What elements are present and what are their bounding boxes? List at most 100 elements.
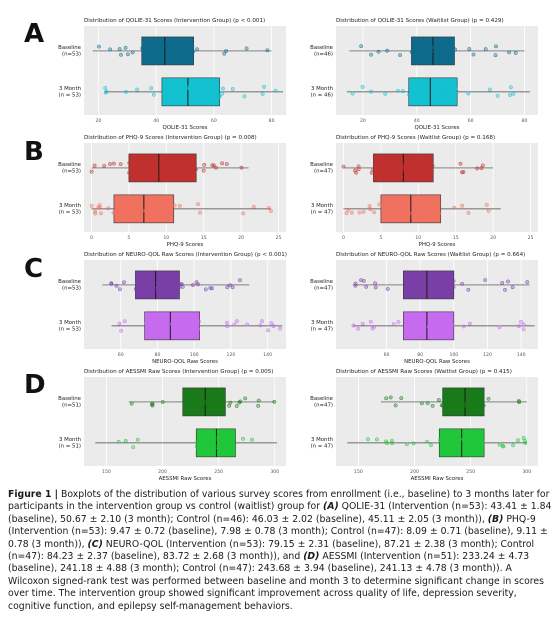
chart-1-data-point — [180, 94, 185, 99]
chart-5-data-point — [135, 281, 140, 286]
chart-2-data-point — [360, 84, 365, 89]
chart-8-data-point — [521, 436, 526, 440]
chart-7-data-point — [203, 437, 208, 442]
chart-2-data-point — [432, 87, 437, 92]
chart-5-data-point — [171, 327, 176, 332]
chart-1-data-point — [182, 50, 187, 55]
chart-4-data-point — [371, 167, 375, 172]
chart-1-data-point — [207, 94, 212, 99]
chart-4-data-point — [361, 210, 366, 214]
chart-6-data-point — [506, 279, 510, 284]
chart-6-data-point — [503, 287, 507, 292]
chart-4-data-point — [394, 169, 399, 174]
chart-6-data-point — [364, 284, 369, 289]
chart-6-tick-label: 60 — [384, 352, 390, 358]
chart-6-box — [403, 311, 455, 341]
chart-5-xlabel: NEURO-QOL Raw Scores — [152, 359, 218, 365]
chart-2-data-point — [423, 51, 428, 56]
chart-3-data-point — [132, 162, 137, 167]
chart-5-data-point — [190, 283, 195, 288]
chart-2-data-point — [376, 49, 381, 54]
chart-4-group-label: 3 Month — [311, 203, 333, 209]
chart-3-data-point — [136, 161, 141, 166]
chart-8-data-point — [425, 439, 429, 444]
chart-5-data-point — [150, 318, 155, 323]
chart-1-data-point — [117, 47, 122, 51]
chart-5-data-point — [154, 286, 159, 291]
chart-6-data-point — [391, 322, 396, 327]
chart-5-tick-label: 100 — [190, 352, 199, 358]
chart-1-data-point — [262, 84, 267, 89]
chart-7-title: Distribution of AESSMI Raw Scores (Inter… — [84, 369, 273, 375]
chart-8-data-point — [439, 442, 444, 447]
chart-4-data-point — [341, 164, 346, 169]
chart-7-data-point — [187, 400, 192, 405]
chart-1-data-point — [260, 92, 265, 96]
chart-2-data-point — [450, 43, 455, 48]
chart-7-tick-label: 300 — [270, 469, 279, 475]
chart-8-data-point — [388, 395, 393, 400]
chart-6-data-point — [440, 279, 445, 284]
chart-4-tick-label: 20 — [490, 235, 496, 241]
chart-7-data-point — [219, 401, 224, 406]
chart-1-data-point — [222, 51, 227, 56]
chart-8-data-point — [425, 401, 430, 406]
chart-2-data-point — [425, 88, 430, 93]
chart-1-data-point — [165, 92, 170, 97]
chart-2-data-point — [431, 93, 435, 98]
chart-4-data-point — [418, 209, 423, 214]
chart-5-title: Distribution of NEURO-QOL Raw Scores (In… — [84, 252, 287, 258]
chart-8-tick-label: 200 — [410, 469, 419, 475]
chart-8-data-point — [390, 438, 394, 443]
chart-3-data-point — [159, 162, 163, 167]
caption-text-c: NEURO-QOL (Intervention (n=53): 79.15 ± … — [8, 538, 535, 563]
chart-6-data-point — [415, 323, 420, 328]
chart-8-data-point — [399, 396, 404, 401]
chart-4-data-point — [414, 210, 419, 214]
chart-3-data-point — [172, 203, 177, 208]
chart-6-data-point — [406, 280, 411, 285]
chart-3-data-point — [89, 203, 94, 208]
chart-5-data-point — [119, 328, 124, 333]
chart-7-group-label: (n=51) — [62, 402, 81, 408]
chart-7-data-point — [195, 440, 200, 445]
chart-6-data-point — [385, 287, 390, 291]
chart-7-data-point — [189, 404, 194, 409]
chart-1-data-point — [151, 92, 156, 97]
chart-2-data-point — [415, 48, 420, 53]
chart-7-data-point — [194, 401, 198, 406]
chart-5-data-point — [169, 321, 174, 326]
chart-6-box — [403, 270, 455, 300]
caption-text-b: PHQ-9 (Intervention (n=53): 9.47 ± 0.72 … — [8, 513, 548, 550]
chart-5-data-point — [196, 327, 201, 332]
chart-1-data-point — [191, 49, 195, 54]
chart-1-data-point — [273, 88, 278, 93]
chart-6-group-label: (n=47) — [314, 285, 333, 291]
chart-2-data-point — [443, 88, 448, 92]
chart-2-data-point — [507, 93, 512, 98]
panel-letter-A: A — [24, 19, 44, 49]
chart-2-data-point — [418, 94, 423, 98]
chart-1-data-point — [123, 45, 128, 50]
chart-3-data-point — [106, 206, 111, 211]
chart-6-data-point — [427, 320, 432, 325]
chart-5-data-point — [190, 323, 195, 328]
chart-4-data-point — [401, 206, 406, 210]
chart-3-tick-label: 5 — [127, 235, 130, 241]
chart-4-data-point — [356, 164, 361, 169]
chart-5-data-point — [258, 323, 263, 328]
chart-2-group-label: (n = 46) — [311, 92, 333, 98]
chart-7-data-point — [208, 440, 213, 445]
chart-8-data-point — [479, 398, 484, 403]
chart-2-data-point — [432, 45, 437, 50]
chart-8-data-point — [474, 400, 478, 404]
chart-2-data-point — [421, 91, 426, 95]
panel-letter-D: D — [24, 370, 46, 400]
chart-7-data-point — [149, 402, 154, 407]
chart-5-data-point — [271, 324, 276, 328]
chart-2-data-point — [513, 51, 518, 55]
chart-2-data-point — [454, 89, 459, 93]
chart-1-data-point — [220, 86, 225, 91]
chart-5-data-point — [164, 318, 169, 323]
chart-7-tick-label: 250 — [214, 469, 223, 475]
